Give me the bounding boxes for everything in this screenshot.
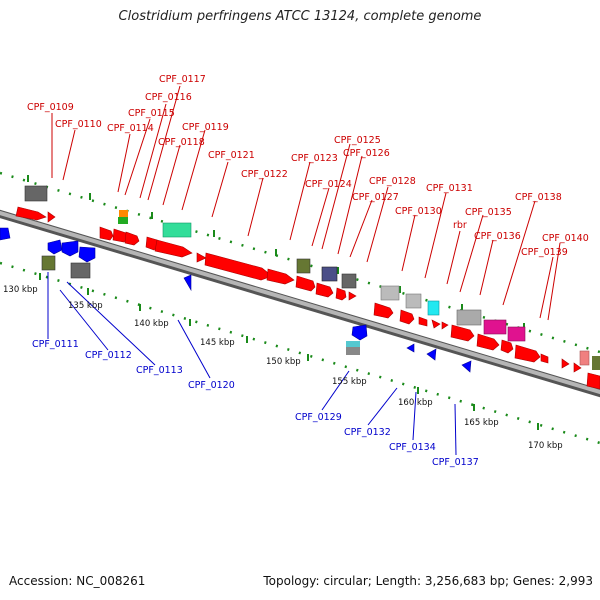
gene-label-forward[interactable]: CPF_0114 (107, 123, 154, 134)
scale-tick-label: 150 kbp (266, 357, 301, 367)
scale-tick-label: 145 kbp (200, 338, 235, 348)
reverse-gene-arrows (0, 227, 472, 373)
reverse-leader-lines (47, 272, 457, 456)
scale-tick-label: 170 kbp (528, 441, 563, 451)
gene-label-forward[interactable]: CPF_0123 (291, 153, 338, 164)
scale-tick-label: 160 kbp (398, 398, 433, 408)
gene-label-forward[interactable]: CPF_0118 (158, 137, 205, 148)
gene-label-forward[interactable]: CPF_0109 (27, 102, 74, 113)
gene-label-forward[interactable]: CPF_0110 (55, 119, 102, 130)
gene-label-reverse[interactable]: CPF_0113 (136, 365, 183, 376)
gene-label-forward[interactable]: CPF_0122 (241, 169, 288, 180)
gene-label-forward[interactable]: CPF_0127 (352, 192, 399, 203)
genome-backbone-highlight (0, 210, 600, 395)
gene-label-forward[interactable]: CPF_0128 (369, 176, 416, 187)
gene-label-forward[interactable]: CPF_0116 (145, 92, 192, 103)
reverse-dotted-track (0, 261, 600, 445)
gene-label-forward[interactable]: CPF_0115 (128, 108, 175, 119)
scale-tick-label: 165 kbp (464, 418, 499, 428)
gene-label-reverse[interactable]: CPF_0134 (389, 442, 436, 453)
forward-gene-arrows (15, 206, 600, 390)
gene-label-forward[interactable]: CPF_0140 (542, 233, 589, 244)
reverse-feature-boxes (41, 255, 360, 355)
gene-label-forward[interactable]: CPF_0117 (159, 74, 206, 85)
gene-label-reverse[interactable]: CPF_0120 (188, 380, 235, 391)
forward-leader-lines (51, 85, 561, 321)
gene-label-forward[interactable]: CPF_0139 (521, 247, 568, 258)
gene-label-forward[interactable]: CPF_0126 (343, 148, 390, 159)
gene-label-reverse[interactable]: CPF_0129 (295, 412, 342, 423)
gene-label-reverse[interactable]: CPF_0112 (85, 350, 132, 361)
accession-text: Accession: NC_008261 (9, 574, 146, 588)
gene-label-forward[interactable]: CPF_0119 (182, 122, 229, 133)
gene-label-forward[interactable]: CPF_0125 (334, 135, 381, 146)
gene-label-forward[interactable]: CPF_0131 (426, 183, 473, 194)
gene-label-forward[interactable]: CPF_0136 (474, 231, 521, 242)
scale-tick-marks (27, 175, 539, 430)
gene-label-reverse[interactable]: CPF_0132 (344, 427, 391, 438)
scale-tick-label: 130 kbp (3, 285, 38, 295)
gene-label-forward[interactable]: CPF_0135 (465, 207, 512, 218)
scale-tick-label: 155 kbp (332, 377, 367, 387)
map-title: Clostridium perfringens ATCC 13124, comp… (118, 9, 482, 24)
gene-label-forward[interactable]: CPF_0121 (208, 150, 255, 161)
gene-label-forward[interactable]: rbr (453, 220, 467, 231)
topology-text: Topology: circular; Length: 3,256,683 bp… (263, 574, 593, 588)
gene-label-forward[interactable]: CPF_0124 (305, 179, 352, 190)
gene-label-forward[interactable]: CPF_0138 (515, 192, 562, 203)
gene-label-forward[interactable]: CPF_0130 (395, 206, 442, 217)
gene-label-reverse[interactable]: CPF_0137 (432, 457, 479, 468)
gene-label-reverse[interactable]: CPF_0111 (32, 339, 79, 350)
scale-tick-label: 140 kbp (134, 319, 169, 329)
scale-tick-label: 135 kbp (68, 301, 103, 311)
forward-feature-boxes (24, 185, 600, 370)
